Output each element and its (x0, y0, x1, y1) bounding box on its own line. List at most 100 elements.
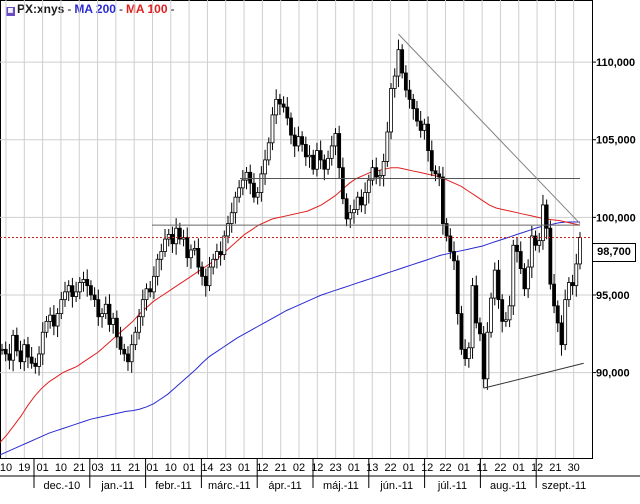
candle-body (533, 235, 538, 246)
candle-body (281, 103, 286, 108)
candle-body (400, 49, 405, 74)
candle-body (470, 285, 475, 349)
candle-body (29, 356, 34, 364)
candle-body (433, 170, 438, 175)
candle-body (11, 334, 16, 361)
candle-body (114, 317, 119, 338)
candle-body (211, 258, 216, 268)
candle-body (0, 348, 4, 351)
candle-body (452, 251, 456, 262)
candle-body (522, 268, 527, 290)
candle-body (37, 353, 41, 367)
x-month-label: jan.-11 (100, 480, 134, 492)
x-day-label: 11 (110, 462, 121, 474)
candle-body (463, 348, 468, 360)
candle-body (222, 235, 227, 256)
candle-body (566, 282, 571, 301)
candle-body (207, 266, 212, 287)
candle-body (196, 248, 201, 268)
candle-body (407, 89, 412, 100)
candle-body (126, 353, 130, 363)
candle-body (92, 294, 97, 301)
instrument-icon: ▦ (6, 7, 15, 16)
candle-body (459, 313, 464, 350)
candle-body (22, 344, 27, 363)
candle-body (111, 317, 116, 325)
candle-body (96, 299, 101, 318)
candle-body (244, 171, 249, 181)
x-day-label: 30 (568, 462, 580, 474)
candle-body (7, 353, 12, 361)
candle-body (541, 204, 545, 242)
candle-body (574, 263, 579, 287)
ma100-line (0, 167, 581, 443)
x-day-label: 22 (494, 462, 506, 474)
x-day-label: 22 (384, 462, 396, 474)
candle-body (389, 88, 393, 133)
candle-body (118, 336, 123, 350)
trend-line-lower (483, 362, 584, 389)
candle-body (255, 192, 260, 198)
candle-body (411, 98, 416, 110)
x-month-label: ápr.-11 (268, 480, 301, 492)
ma200-line (0, 221, 580, 456)
candle-body (415, 108, 419, 122)
x-day-label: 10 (0, 462, 12, 474)
candle-body (3, 348, 8, 355)
x-month-label: dec.-10 (44, 480, 81, 492)
candles (0, 39, 582, 390)
candle-body (403, 72, 408, 91)
candle-body (333, 133, 338, 147)
x-day-label: 01 (348, 462, 360, 474)
trend-line-upper (398, 33, 581, 224)
candle-body (18, 350, 23, 363)
candle-body (289, 117, 293, 136)
candle-body (189, 249, 193, 259)
candle-body (181, 237, 186, 240)
x-month-label: máj.-11 (323, 480, 359, 492)
candle-body (492, 269, 497, 299)
x-month-label: aug.-11 (490, 480, 527, 492)
candle-body (359, 196, 364, 206)
x-day-label: 01 (458, 462, 470, 474)
candle-body (152, 275, 156, 293)
candle-body (133, 331, 138, 346)
candle-body (485, 331, 490, 380)
x-month-label: júl.-11 (437, 480, 467, 492)
x-day-label: 01 (403, 462, 415, 474)
candle-body (322, 159, 327, 170)
candle-body (237, 187, 242, 198)
candle-body (48, 314, 53, 322)
candle-body (14, 334, 19, 352)
candle-body (300, 136, 305, 145)
candle-body (218, 251, 223, 256)
x-month-label: febr.-11 (155, 480, 192, 492)
candle-body (340, 167, 345, 200)
candle-body (311, 154, 316, 170)
candle-body (318, 150, 323, 161)
candle-body (185, 237, 190, 259)
candle-body (355, 196, 360, 210)
candle-body (352, 209, 356, 214)
x-day-label: 23 (330, 462, 342, 474)
x-day-label: 01 (37, 462, 49, 474)
candle-body (344, 198, 349, 220)
candle-body (174, 227, 179, 245)
x-day-label: 12 (531, 462, 543, 474)
candle-body (226, 223, 230, 237)
candle-body (326, 157, 330, 170)
candle-body (448, 235, 453, 252)
candle-body (166, 234, 171, 240)
x-day-label: 21 (275, 462, 287, 474)
legend-ma100: MA 100 (125, 2, 168, 16)
candle-body (396, 49, 401, 77)
y-tick-label: 90,000 (596, 368, 630, 380)
candle-body (74, 291, 79, 297)
candle-body (466, 347, 471, 360)
x-day-label: 12 (421, 462, 433, 474)
candle-body (177, 227, 182, 240)
candle-body (422, 123, 427, 131)
candle-body (337, 133, 342, 169)
candle-body (107, 303, 112, 325)
candle-body (503, 319, 508, 322)
